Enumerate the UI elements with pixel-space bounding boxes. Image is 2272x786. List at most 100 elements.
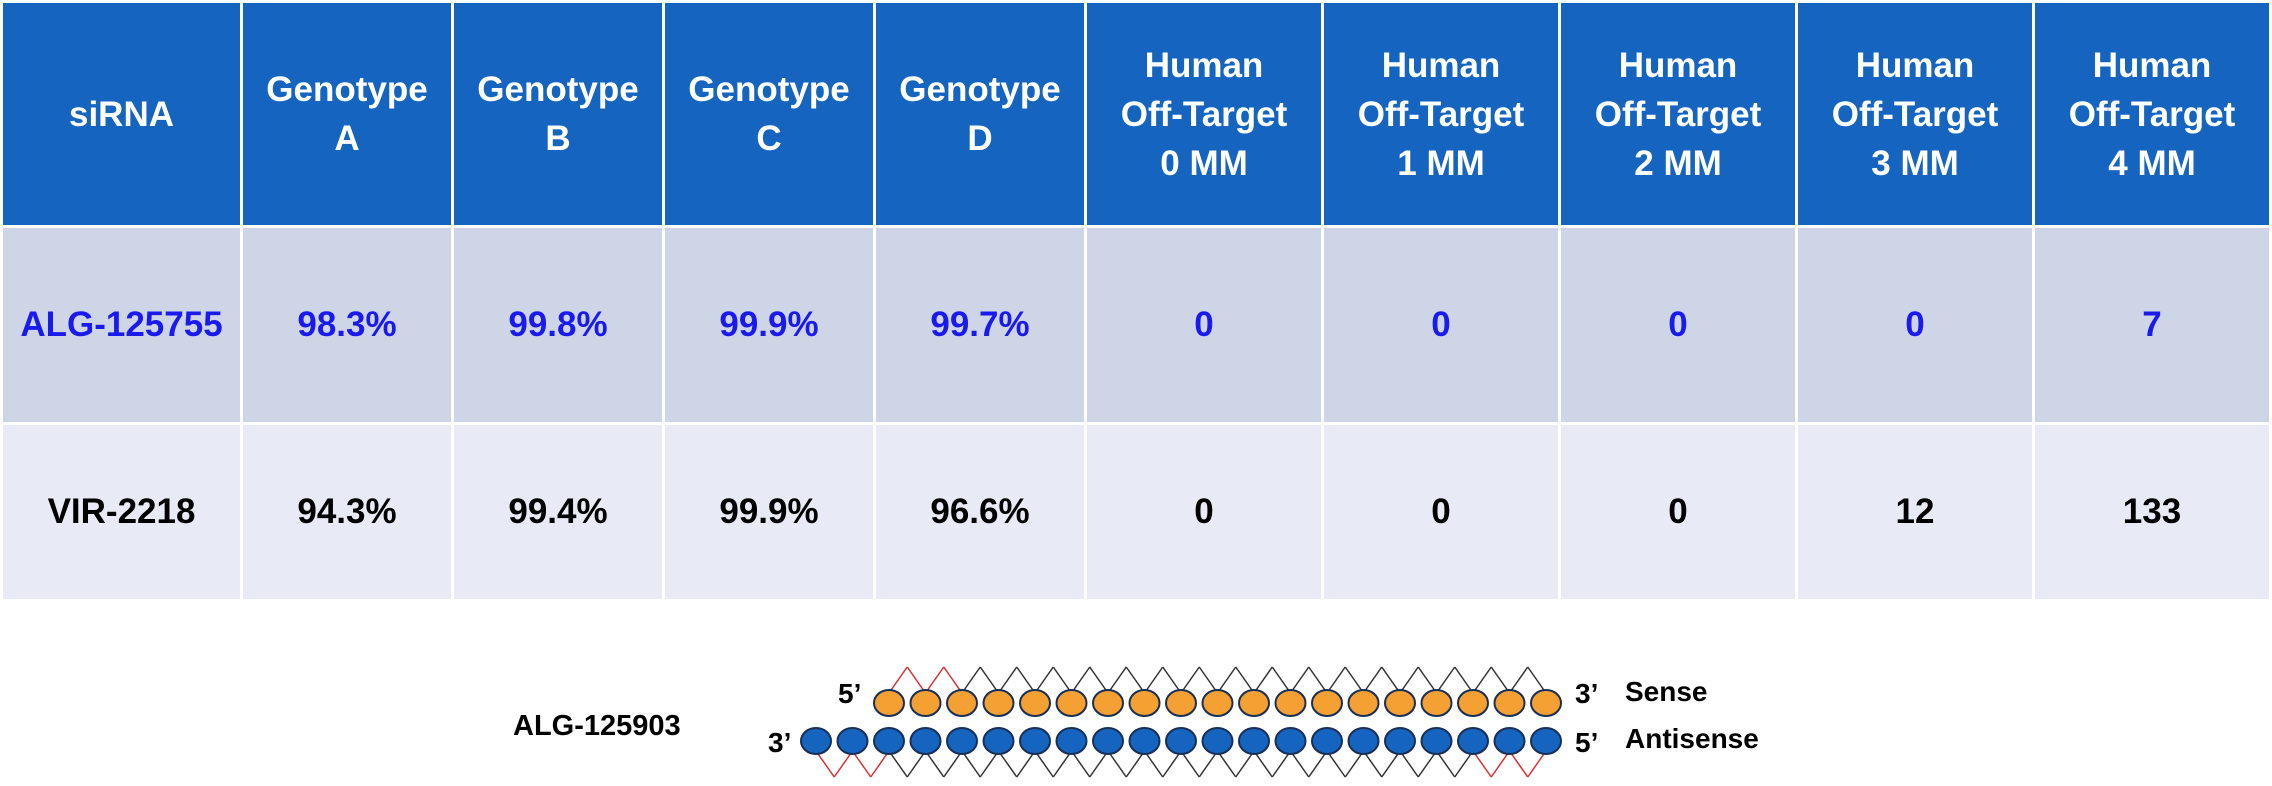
sense-nucleotide [873,689,905,717]
backbone-link [1344,666,1365,694]
backbone-link [1271,750,1292,778]
antisense-nucleotide [836,727,869,755]
antisense-nucleotide [800,727,832,755]
value-cell: 0 [1324,228,1558,422]
backbone-link [1143,666,1164,694]
column-header: Genotype D [876,3,1084,225]
backbone-link [1326,750,1346,778]
value-cell: 0 [1324,425,1558,599]
header-text: Off-Target [1594,94,1762,134]
backbone-link [1508,750,1529,778]
header-text: Off-Target [2068,94,2236,134]
value-cell: 0 [1561,425,1795,599]
backbone-link [1180,666,1200,694]
header-text: Off-Target [1357,94,1525,134]
backbone-link [1344,750,1365,778]
antisense-nucleotide [1092,727,1124,755]
header-text: A [334,119,360,158]
backbone-link [1490,750,1511,778]
antisense-nucleotide [1274,727,1307,755]
sense-nucleotide [1493,689,1526,717]
antisense-nucleotide [1420,727,1453,755]
column-header: siRNA [3,3,240,225]
backbone-link [1527,750,1547,778]
backbone-link [1107,666,1127,694]
antisense-nucleotide [1347,727,1380,755]
value-cell: 98.3% [243,228,451,422]
header-text: Human [2092,45,2212,85]
antisense-nucleotide [1201,727,1234,755]
backbone-link [1508,666,1529,694]
antisense-nucleotide [873,727,905,755]
backbone-link [1289,666,1310,694]
sense-strand [873,689,1562,717]
backbone-link [888,750,908,778]
header-text: Human [1144,45,1264,85]
backbone-link [1399,666,1419,694]
header-text: 2 MM [1634,143,1722,183]
header-text: Off-Target [1120,94,1288,134]
backbone-link [1089,666,1109,694]
backbone-link [1381,750,1401,778]
header-text: Human [1381,45,1501,85]
backbone-link [943,750,963,778]
sense-nucleotide [1238,689,1270,717]
backbone-link [1271,666,1292,694]
sense-nucleotide [1019,689,1051,717]
antisense-nucleotide [1530,727,1562,755]
antisense-nucleotide [982,727,1015,755]
sense-nucleotide [1311,689,1343,717]
value-cell: 0 [1561,228,1795,422]
backbone-link [888,666,908,694]
backbone-link [1162,750,1182,778]
backbone-link [1089,750,1109,778]
backbone-link [1016,666,1036,694]
value-cell: 99.8% [454,228,662,422]
backbone-links [815,666,1547,778]
backbone-link [1435,666,1456,694]
header-text: C [756,119,782,158]
backbone-link [1016,750,1036,778]
antisense-nucleotide [1019,727,1051,755]
antisense-nucleotide [1384,727,1416,755]
backbone-link [1289,750,1310,778]
column-header: Human Off-Target 1 MM [1324,3,1558,225]
backbone-link [1034,750,1054,778]
sense-nucleotide [1092,689,1124,717]
header-text: 0 MM [1160,143,1248,183]
backbone-link [1180,750,1200,778]
backbone-link [997,666,1018,694]
sirna-comparison-table: siRNA Genotype A Genotype B Genotype C Genotype… [3,3,2269,599]
sense-nucleotide [1420,689,1453,717]
duplex-label: ALG-125903 [513,710,681,742]
sense-nucleotide [982,689,1015,717]
antisense-nucleotide [1128,727,1161,755]
backbone-link [1362,750,1383,778]
header-text: Off-Target [1831,94,1999,134]
antisense-3-prime-label: 3’ [768,727,791,758]
sense-nucleotide [1128,689,1161,717]
backbone-link [1070,750,1091,778]
column-header: Human Off-Target 2 MM [1561,3,1795,225]
backbone-link [1472,666,1492,694]
value-cell: 99.9% [665,228,873,422]
backbone-link [1308,666,1328,694]
backbone-link [1490,666,1511,694]
value-cell: 0 [1087,425,1321,599]
backbone-link [815,750,835,778]
sense-nucleotide [1201,689,1234,717]
backbone-link [1070,666,1091,694]
backbone-link [1052,750,1073,778]
backbone-link [1435,750,1456,778]
column-header: Human Off-Target 4 MM [2035,3,2269,225]
backbone-link [943,666,963,694]
sense-nucleotide [909,689,942,717]
backbone-link [1454,750,1474,778]
backbone-link [1235,666,1255,694]
header-text: Genotype [899,70,1061,109]
table-row: VIR-2218 94.3% 99.4% 99.9% 96.6% 0 0 0 12 133 [3,425,2269,599]
antisense-nucleotide [1055,727,1088,755]
backbone-link [1034,666,1054,694]
backbone-link [1253,750,1273,778]
value-cell: 96.6% [876,425,1084,599]
